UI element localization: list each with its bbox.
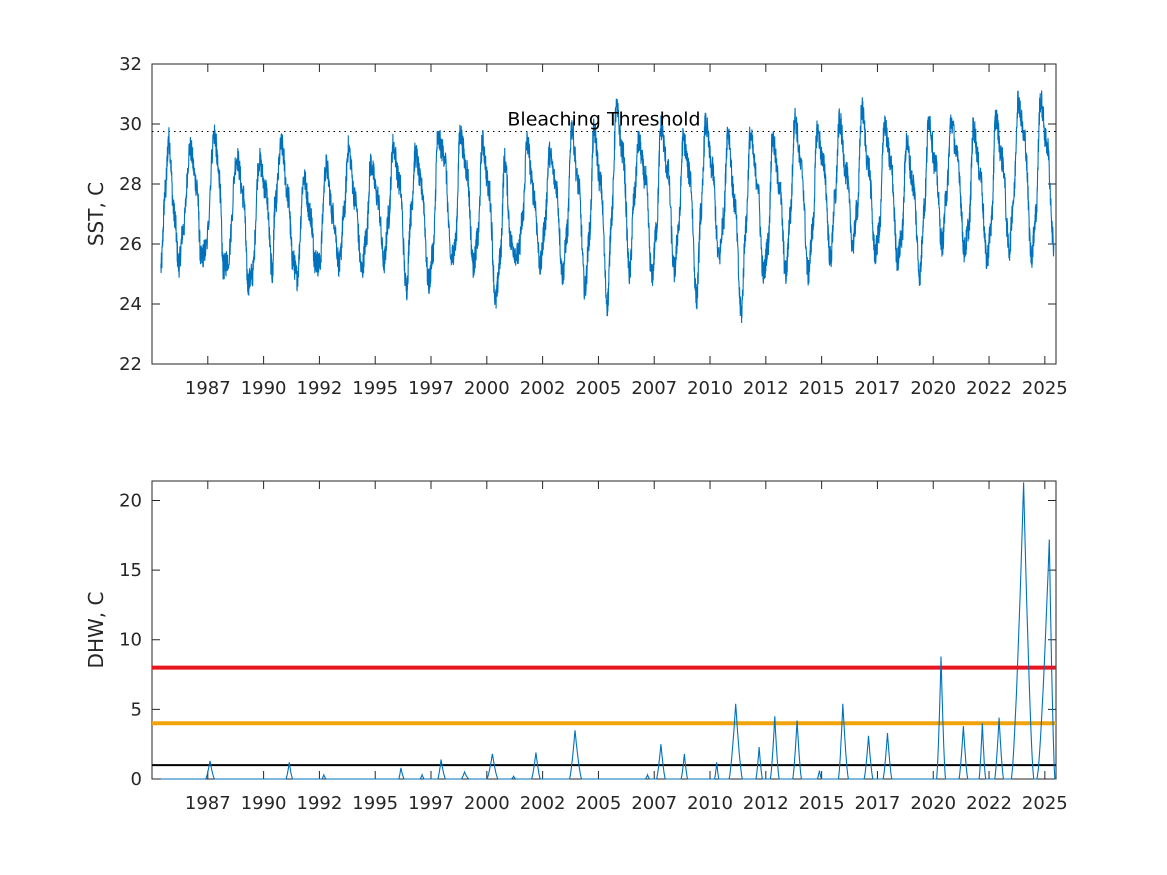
x-tick-label: 1990	[241, 793, 287, 814]
y-tick-label: 22	[119, 354, 142, 375]
y-tick-label: 20	[119, 490, 142, 511]
sst-y-axis-label: SST, C	[84, 182, 108, 246]
y-tick-label: 24	[119, 294, 142, 315]
y-tick-label: 0	[131, 769, 142, 790]
sst-axes-box	[151, 63, 1057, 365]
x-tick-label: 2012	[743, 378, 789, 399]
x-tick-label: 2002	[520, 378, 566, 399]
dhw-ticks: 0 5 10 15 20 1987 1990 1992 1995 1997 2000 2002 2005…	[119, 481, 1068, 814]
bleaching-threshold-label: Bleaching Threshold	[507, 109, 700, 131]
x-tick-label: 1992	[297, 793, 343, 814]
x-tick-label: 2015	[799, 378, 845, 399]
sst-series-group	[160, 90, 1055, 324]
x-tick-label: 1995	[352, 793, 398, 814]
dhw-y-axis-label: DHW, C	[84, 592, 108, 669]
y-tick-label: 28	[119, 174, 142, 195]
x-tick-label: 1987	[185, 378, 231, 399]
x-tick-label: 2007	[631, 793, 677, 814]
x-tick-label: 2020	[910, 378, 956, 399]
sst-panel: 22 24 26 28 30 32 1987 1990 1992 1995 1997 2000 2002…	[84, 54, 1068, 399]
dhw-series-line	[160, 482, 1056, 780]
x-tick-label: 1997	[408, 793, 454, 814]
x-tick-label: 2017	[855, 793, 901, 814]
x-tick-label: 1990	[241, 378, 287, 399]
dhw-series-group	[160, 482, 1056, 780]
y-tick-label: 32	[119, 54, 142, 75]
x-tick-label: 2000	[464, 378, 510, 399]
x-tick-label: 2022	[966, 793, 1012, 814]
x-tick-label: 2000	[464, 793, 510, 814]
x-tick-label: 2007	[631, 378, 677, 399]
dhw-axes-box	[151, 480, 1057, 780]
x-tick-label: 1992	[297, 378, 343, 399]
x-tick-label: 1997	[408, 378, 454, 399]
x-tick-label: 2025	[1022, 793, 1068, 814]
sst-series-line	[160, 90, 1055, 324]
x-tick-label: 2017	[855, 378, 901, 399]
x-tick-label: 2020	[910, 793, 956, 814]
x-tick-label: 2015	[799, 793, 845, 814]
x-tick-label: 2005	[576, 793, 622, 814]
x-tick-label: 2025	[1022, 378, 1068, 399]
y-tick-label: 26	[119, 234, 142, 255]
x-tick-label: 1995	[352, 378, 398, 399]
dhw-reference-lines	[152, 665, 1056, 767]
y-tick-label: 15	[119, 560, 142, 581]
y-tick-label: 30	[119, 114, 142, 135]
x-tick-label: 2010	[687, 793, 733, 814]
sst-ticks: 22 24 26 28 30 32 1987 1990 1992 1995 1997 2000 2002…	[119, 54, 1068, 399]
dhw-panel: 0 5 10 15 20 1987 1990 1992 1995 1997 2000 2002 2005…	[84, 480, 1068, 814]
x-tick-label: 2022	[966, 378, 1012, 399]
x-tick-label: 1987	[185, 793, 231, 814]
x-tick-label: 2010	[687, 378, 733, 399]
y-tick-label: 5	[131, 699, 142, 720]
x-tick-label: 2012	[743, 793, 789, 814]
y-tick-label: 10	[119, 630, 142, 651]
x-tick-label: 2005	[576, 378, 622, 399]
x-tick-label: 2002	[520, 793, 566, 814]
